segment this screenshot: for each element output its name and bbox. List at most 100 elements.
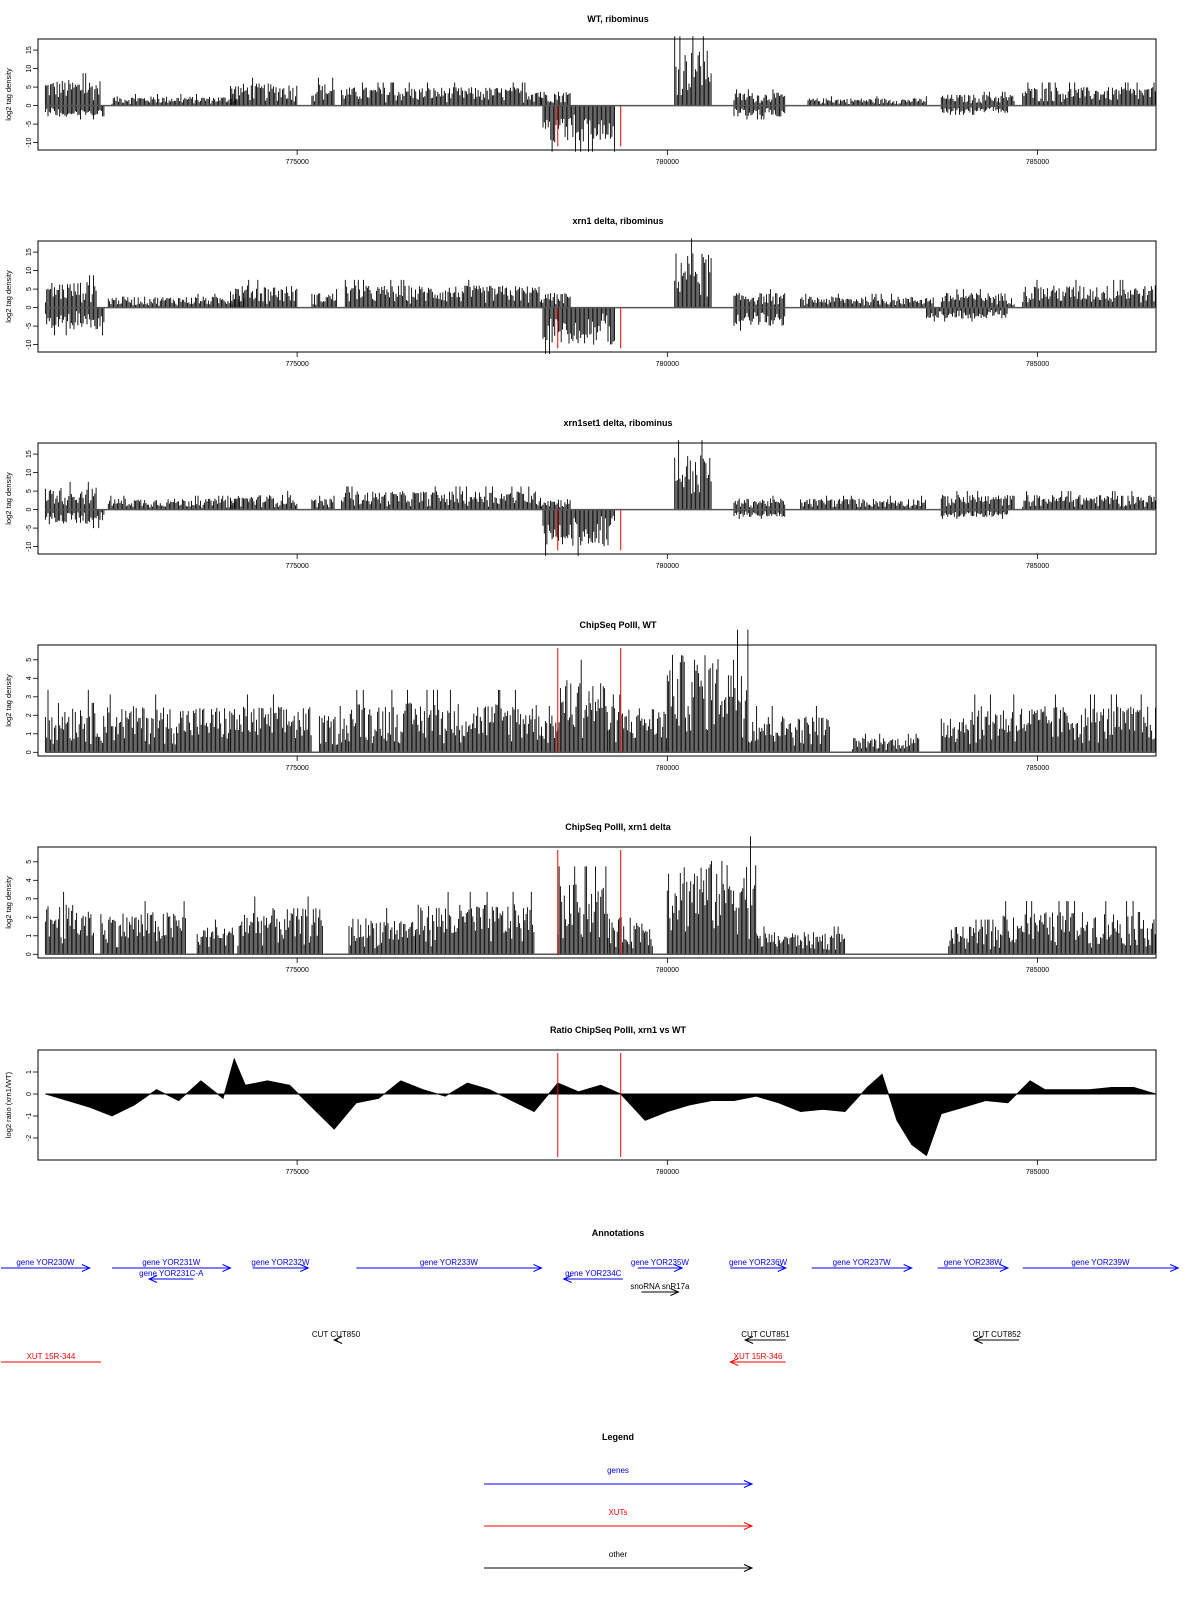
signal-bars-plus — [674, 440, 712, 510]
x-tick-label: 780000 — [656, 765, 679, 772]
x-tick-label: 775000 — [285, 361, 308, 368]
x-tick-label: 775000 — [285, 1169, 308, 1176]
plot-frame — [37, 38, 1157, 151]
plot-frame — [37, 240, 1157, 353]
y-tick-label: -5 — [26, 121, 33, 127]
signal-bars-minus — [44, 307, 105, 336]
x-tick-label: 775000 — [285, 159, 308, 166]
signal-bars-plus — [1022, 82, 1156, 106]
legend-item-arrowhead — [743, 1564, 754, 1572]
gene-feature-label: gene YOR233W — [420, 1258, 479, 1267]
signal-bars-plus — [96, 694, 231, 753]
signal-bars-plus — [940, 491, 1015, 510]
other-feature-label: CUT CUT852 — [973, 1330, 1022, 1339]
plot-frame — [37, 644, 1157, 757]
other-feature-arrowhead — [743, 1336, 754, 1344]
gene-feature-arrowhead — [300, 1264, 310, 1272]
signal-bars-plus — [44, 891, 94, 955]
signal-bars-plus — [44, 73, 101, 106]
chart-title: xrn1 delta, ribominus — [572, 216, 663, 226]
y-tick-label: 3 — [26, 695, 33, 699]
legend-item-label: other — [609, 1550, 628, 1559]
signal-bars-minus — [940, 509, 1009, 519]
x-tick-label: 780000 — [656, 361, 679, 368]
signal-bars-minus — [542, 105, 615, 152]
y-axis-label: log2 tag density — [4, 472, 13, 525]
chart-title: xrn1set1 delta, ribominus — [563, 418, 672, 428]
y-tick-label: 1 — [26, 732, 33, 736]
chart-title: Ratio ChipSeq PolII, xrn1 vs WT — [550, 1025, 687, 1035]
signal-bars-minus — [542, 307, 615, 354]
legend-item-arrowhead — [743, 1522, 754, 1530]
y-tick-label: -5 — [26, 323, 33, 329]
signal-bars-plus — [748, 706, 830, 753]
xut-feature-label: XUT 15R-346 — [734, 1352, 783, 1361]
signal-bars-plus — [230, 279, 298, 308]
gene-feature-label: gene YOR238W — [944, 1258, 1003, 1267]
signal-bars-minus — [44, 105, 105, 120]
y-tick-label: 0 — [26, 306, 33, 310]
signal-bars-plus — [666, 836, 757, 955]
other-feature-arrowhead — [332, 1336, 343, 1344]
signal-bars-plus — [674, 238, 712, 308]
signal-bars-plus — [348, 908, 416, 955]
signal-bars-plus — [733, 289, 786, 308]
y-tick-label: 0 — [26, 952, 33, 956]
signal-bars-plus — [557, 659, 608, 753]
y-tick-label: 5 — [26, 287, 33, 291]
signal-bars-plus — [674, 36, 712, 106]
signal-bars-plus — [940, 289, 1015, 308]
signal-bars-plus — [1000, 901, 1156, 955]
y-axis-label: log2 tag density — [4, 270, 13, 323]
signal-bars-plus — [348, 689, 542, 753]
gene-feature-arrowhead — [533, 1264, 543, 1272]
signal-bars-plus — [807, 96, 927, 106]
gene-feature-arrowhead — [562, 1275, 572, 1283]
y-tick-label: 10 — [26, 267, 33, 275]
x-tick-label: 785000 — [1026, 361, 1049, 368]
y-tick-label: 2 — [26, 713, 33, 717]
gene-feature-label: gene YOR232W — [251, 1258, 310, 1267]
signal-bars-plus — [44, 481, 97, 510]
x-tick-label: 775000 — [285, 967, 308, 974]
signal-bars-minus — [733, 509, 786, 519]
signal-bars-plus — [44, 689, 97, 753]
signal-bars-plus — [541, 706, 558, 753]
y-tick-label: 5 — [26, 860, 33, 864]
annotations-title: Annotations — [592, 1228, 645, 1238]
y-axis-label: log2 tag density — [4, 68, 13, 121]
signal-bars-plus — [100, 901, 186, 955]
y-tick-label: 3 — [26, 897, 33, 901]
y-tick-label: 5 — [26, 85, 33, 89]
chart-title: ChipSeq PolII, WT — [580, 620, 657, 630]
x-tick-label: 785000 — [1026, 563, 1049, 570]
signal-bars-plus — [948, 919, 1000, 955]
signal-bars-plus — [230, 694, 312, 753]
y-tick-label: 15 — [26, 248, 33, 256]
x-tick-label: 780000 — [656, 967, 679, 974]
signal-bars-plus — [940, 91, 1015, 106]
chart-title: WT, ribominus — [587, 14, 649, 24]
other-feature-label: snoRNA snR17a — [630, 1282, 690, 1291]
y-tick-label: -1 — [26, 1113, 33, 1119]
signal-bars-plus — [970, 694, 1156, 753]
signal-bars-plus — [107, 293, 246, 308]
gene-feature-arrowhead — [777, 1264, 788, 1272]
gene-feature-label: gene YOR234C — [565, 1269, 622, 1278]
signal-bars-plus — [541, 293, 571, 308]
y-tick-label: 0 — [26, 104, 33, 108]
signal-bars-plus — [755, 926, 846, 955]
signal-bars-plus — [107, 495, 238, 510]
y-tick-label: -2 — [26, 1135, 33, 1141]
other-feature-label: CUT CUT851 — [741, 1330, 790, 1339]
x-tick-label: 780000 — [656, 159, 679, 166]
y-tick-label: 15 — [26, 450, 33, 458]
gene-feature-arrowhead — [222, 1264, 232, 1272]
signal-bars-plus — [344, 279, 541, 308]
legend-title: Legend — [602, 1432, 634, 1442]
signal-bars-plus — [666, 629, 749, 753]
other-feature-label: CUT CUT850 — [312, 1330, 361, 1339]
gene-feature-arrowhead — [903, 1264, 913, 1272]
y-tick-label: 4 — [26, 878, 33, 882]
